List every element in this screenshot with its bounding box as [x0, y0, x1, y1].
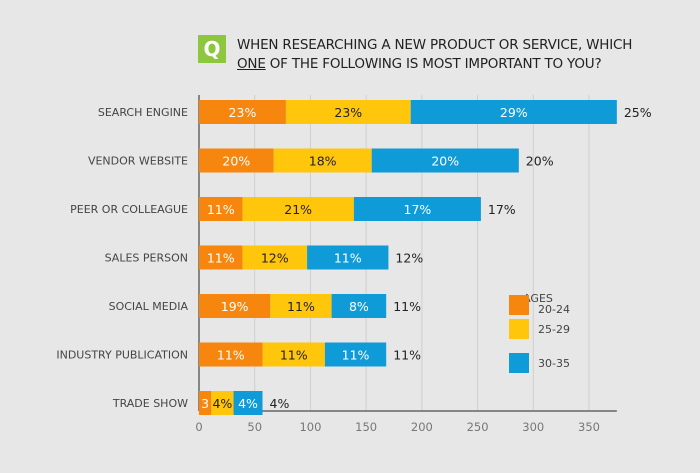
segment-label: 4% — [212, 396, 232, 411]
bar-segment-20-24 — [199, 391, 212, 415]
segment-label: 11% — [207, 251, 235, 266]
category-label: SEARCH ENGINE — [98, 106, 188, 119]
legend-label: 30-35 — [538, 357, 570, 370]
x-tick-label: 350 — [578, 420, 600, 434]
bar-segment-20-24 — [199, 100, 286, 124]
bar-segment-25-29 — [273, 148, 372, 173]
total-label: 17% — [488, 202, 516, 217]
total-label: 12% — [395, 251, 423, 266]
legend-swatch-20-24 — [509, 295, 529, 315]
category-label: TRADE SHOW — [112, 397, 188, 410]
legend-title: AGES — [523, 292, 553, 305]
segment-label: 20% — [431, 154, 459, 169]
segment-label: 29% — [500, 105, 528, 120]
segment-label: 8% — [349, 299, 369, 314]
legend-swatch-30-35 — [509, 353, 529, 373]
bar-segment-30-35 — [410, 100, 617, 124]
segment-label: 17% — [404, 202, 432, 217]
x-tick-label: 150 — [355, 420, 377, 434]
category-label: SOCIAL MEDIA — [109, 300, 189, 313]
legend-label: 25-29 — [538, 323, 570, 336]
category-label: VENDOR WEBSITE — [88, 155, 188, 168]
total-label: 11% — [393, 299, 421, 314]
segment-label: 19% — [221, 299, 249, 314]
bar-segment-20-24 — [199, 342, 263, 367]
bar-segment-25-29 — [211, 391, 234, 415]
segment-label: 23% — [334, 105, 362, 120]
legend-label: 20-24 — [538, 303, 570, 316]
x-tick-label: 200 — [411, 420, 433, 434]
segment-label: 11% — [287, 299, 315, 314]
q-badge: Q — [198, 35, 226, 63]
title-emphasis: ONE — [237, 56, 266, 72]
segment-label: 4% — [238, 396, 258, 411]
bar-segment-20-24 — [199, 148, 274, 173]
segment-label: 11% — [207, 202, 235, 217]
bar-segment-25-29 — [285, 100, 411, 124]
x-tick-label: 300 — [522, 420, 544, 434]
title-line-2: ONE OF THE FOLLOWING IS MOST IMPORTANT T… — [237, 55, 632, 74]
total-label: 11% — [393, 348, 421, 363]
segment-label: 23% — [229, 105, 257, 120]
title-line-1: WHEN RESEARCHING A NEW PRODUCT OR SERVIC… — [237, 37, 633, 53]
segment-label: 12% — [261, 251, 289, 266]
legend-swatch-25-29 — [509, 319, 529, 339]
segment-label: 20% — [222, 154, 250, 169]
bar-segment-25-29 — [242, 197, 354, 221]
x-tick-label: 50 — [247, 420, 262, 434]
total-label: 4% — [270, 396, 290, 411]
bar-segment-20-24 — [199, 245, 243, 270]
title-rest: OF THE FOLLOWING IS MOST IMPORTANT TO YO… — [265, 56, 602, 72]
segment-label: 21% — [284, 202, 312, 217]
bar-segment-20-24 — [199, 294, 271, 318]
total-label: 20% — [526, 154, 554, 169]
category-label: SALES PERSON — [105, 252, 188, 265]
bar-segment-30-35 — [353, 197, 481, 221]
x-tick-label: 100 — [299, 420, 321, 434]
bar-segment-25-29 — [270, 294, 332, 318]
segment-label: 11% — [334, 251, 362, 266]
bar-segment-20-24 — [199, 197, 243, 221]
bar-segment-30-35 — [371, 148, 519, 173]
x-tick-label: 250 — [467, 420, 489, 434]
segment-label: 11% — [280, 348, 308, 363]
chart-title: WHEN RESEARCHING A NEW PRODUCT OR SERVIC… — [237, 36, 632, 74]
bar-segment-25-29 — [242, 245, 308, 270]
segment-label: 11% — [342, 348, 370, 363]
bar-segment-30-35 — [307, 245, 389, 270]
total-label: 25% — [624, 105, 652, 120]
x-tick-label: 0 — [195, 420, 202, 434]
bar-segment-25-29 — [262, 342, 325, 367]
segment-label: 11% — [217, 348, 245, 363]
category-label: INDUSTRY PUBLICATION — [56, 349, 188, 362]
bar-segment-30-35 — [233, 391, 263, 415]
segment-label: 18% — [309, 154, 337, 169]
bar-segment-30-35 — [324, 342, 387, 367]
bar-segment-30-35 — [331, 294, 387, 318]
category-label: PEER OR COLLEAGUE — [70, 203, 188, 216]
segment-label: 3 — [201, 396, 209, 411]
